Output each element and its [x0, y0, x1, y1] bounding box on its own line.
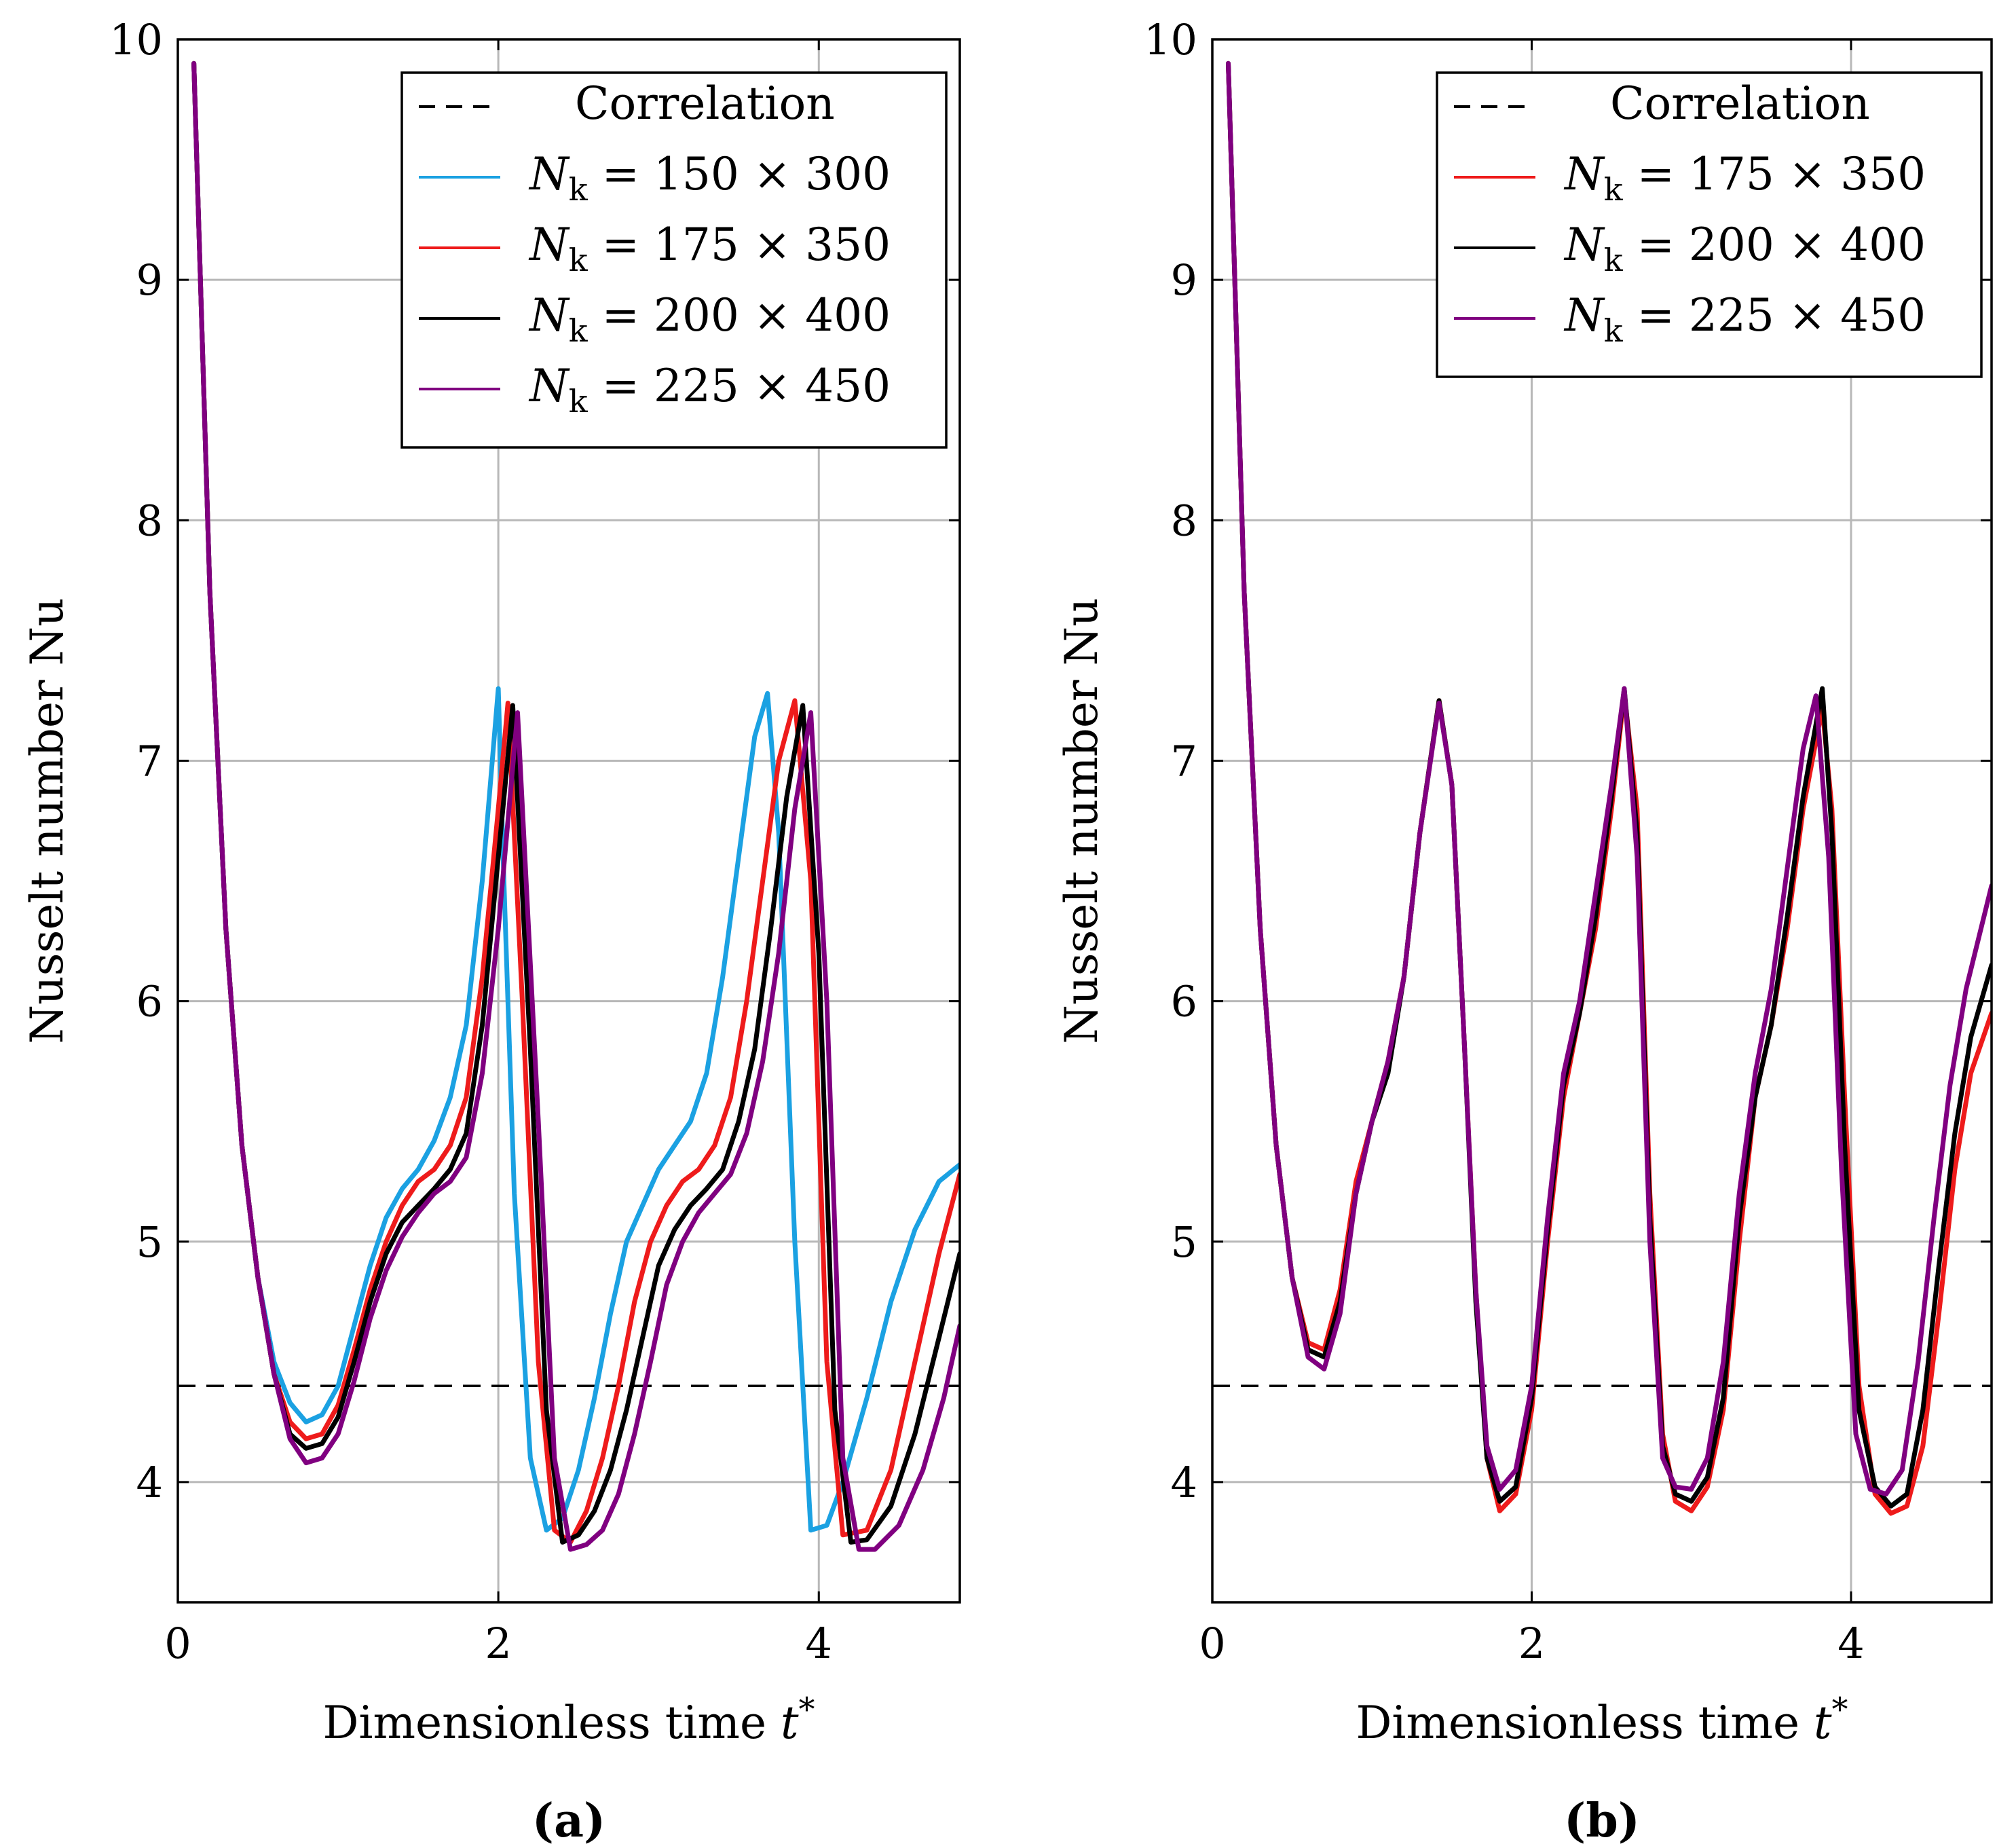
y-tick-label: 8 [136, 496, 163, 545]
legend-label: Nk = 225 × 450 [528, 360, 891, 420]
y-tick-label: 9 [1171, 255, 1197, 305]
chart-panel-b: 0 2 4 4 5 6 7 8 9 10 Dimensionless time t* Nusselt … [1056, 15, 1993, 1844]
legend-label: Nk = 200 × 400 [528, 289, 891, 349]
legend-b: Correlation Nk = 175 × 350 Nk = 200 × 400 N… [1436, 71, 1983, 378]
legend-box [400, 71, 948, 449]
tick-marks-a [176, 38, 960, 1602]
legend-a: Correlation Nk = 150 × 300 Nk = 175 × 350 N… [400, 71, 948, 449]
y-axis-label: Nusselt number Nu [21, 597, 73, 1044]
y-tick-label: 8 [1171, 496, 1197, 545]
y-tick-label: 6 [136, 977, 163, 1027]
y-tick-label: 4 [136, 1458, 163, 1507]
legend-label: Nk = 200 × 400 [1563, 219, 1926, 278]
series-line-a-4 [191, 60, 960, 1552]
y-tick-label: 10 [109, 15, 163, 64]
plot-frame-b [1211, 38, 1993, 1604]
x-tick-label: 2 [1518, 1619, 1545, 1668]
series-line-a-2 [191, 60, 960, 1545]
x-tick-label: 0 [1199, 1619, 1225, 1668]
panel-label-b: (b) [1564, 1794, 1640, 1844]
series-line-b-3 [1226, 60, 1992, 1497]
panel-label-a: (a) [532, 1794, 605, 1844]
legend-label: Correlation [1610, 77, 1870, 130]
y-tick-label: 9 [136, 255, 163, 305]
legend-label: Nk = 150 × 300 [528, 148, 891, 208]
y-tick-label: 5 [136, 1217, 163, 1267]
series-group-a [191, 60, 960, 1552]
legend-label: Nk = 225 × 450 [1563, 289, 1926, 349]
x-tick-label: 2 [485, 1619, 511, 1668]
series-line-a-3 [191, 60, 960, 1545]
y-tick-label: 5 [1171, 1217, 1197, 1267]
legend-box [1436, 71, 1983, 378]
legend-label: Nk = 175 × 350 [528, 219, 891, 278]
x-tick-label: 4 [806, 1619, 832, 1668]
chart-panel-a: 0 2 4 4 5 6 7 8 9 10 Dimensionless time t* Nusselt … [21, 15, 961, 1844]
series-group-b [1226, 60, 1992, 1516]
y-axis-label: Nusselt number Nu [1056, 597, 1108, 1044]
plot-frame-a [176, 38, 961, 1604]
legend-label: Nk = 175 × 350 [1563, 148, 1926, 208]
x-tick-label: 4 [1837, 1619, 1864, 1668]
y-tick-label: 7 [136, 736, 163, 786]
y-tick-label: 4 [1171, 1458, 1197, 1507]
legend-label: Correlation [575, 77, 835, 130]
x-axis-label: Dimensionless time t* [1356, 1691, 1848, 1749]
y-tick-label: 10 [1144, 15, 1197, 64]
y-tick-label: 7 [1171, 736, 1197, 786]
y-tick-label: 6 [1171, 977, 1197, 1027]
x-tick-label: 0 [164, 1619, 191, 1668]
x-axis-label: Dimensionless time t* [322, 1691, 815, 1749]
